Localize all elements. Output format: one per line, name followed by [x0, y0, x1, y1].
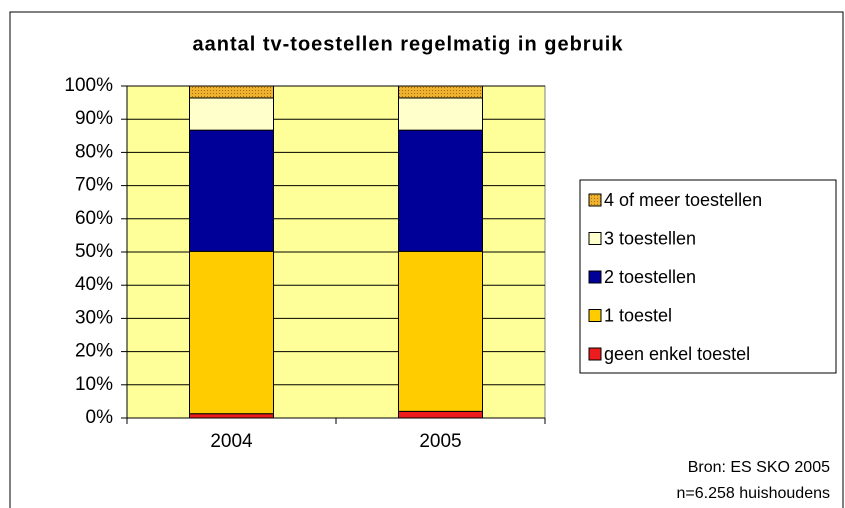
bar-segment — [398, 129, 483, 252]
legend-swatch — [588, 193, 602, 207]
legend-label: 4 of meer toestellen — [604, 190, 762, 210]
legend — [579, 179, 837, 374]
y-tick-label: 60% — [75, 208, 113, 229]
y-tick-label: 90% — [75, 108, 113, 129]
bar-segment — [189, 85, 274, 99]
legend-swatch — [588, 270, 602, 284]
chart-frame — [9, 11, 844, 508]
legend-label: geen enkel toestel — [604, 344, 750, 364]
legend-label: 3 toestellen — [604, 228, 696, 248]
bar-segment — [398, 85, 483, 99]
y-tick-label: 20% — [75, 341, 113, 362]
legend-swatch — [588, 309, 602, 322]
chart-title: aantal tv-toestellen regelmatig in gebru… — [193, 33, 624, 55]
bar-segment — [398, 410, 483, 419]
bar-segment — [189, 250, 274, 415]
bar-segment — [189, 97, 274, 131]
y-tick-label: 10% — [75, 374, 113, 395]
y-tick-label: 100% — [64, 75, 113, 96]
y-tick-label: 80% — [75, 141, 113, 162]
y-tick-label: 70% — [75, 175, 113, 196]
sample-note: n=6.258 huishoudens — [677, 485, 830, 502]
y-tick-label: 50% — [75, 241, 113, 262]
legend-swatch — [588, 347, 602, 361]
bar-segment — [189, 413, 274, 419]
x-tick-label: 2005 — [419, 431, 461, 452]
y-tick-label: 30% — [75, 307, 113, 328]
legend-swatch — [588, 232, 602, 245]
bar-segment — [398, 97, 483, 131]
source-note: Bron: ES SKO 2005 — [688, 459, 830, 476]
legend-label: 1 toestel — [604, 305, 672, 325]
x-tick-label: 2004 — [210, 431, 253, 452]
legend-label: 2 toestellen — [604, 267, 696, 287]
bar-segment — [189, 129, 274, 252]
y-tick-label: 40% — [75, 274, 113, 295]
y-tick-label: 0% — [86, 407, 114, 428]
bar-segment — [398, 250, 483, 412]
